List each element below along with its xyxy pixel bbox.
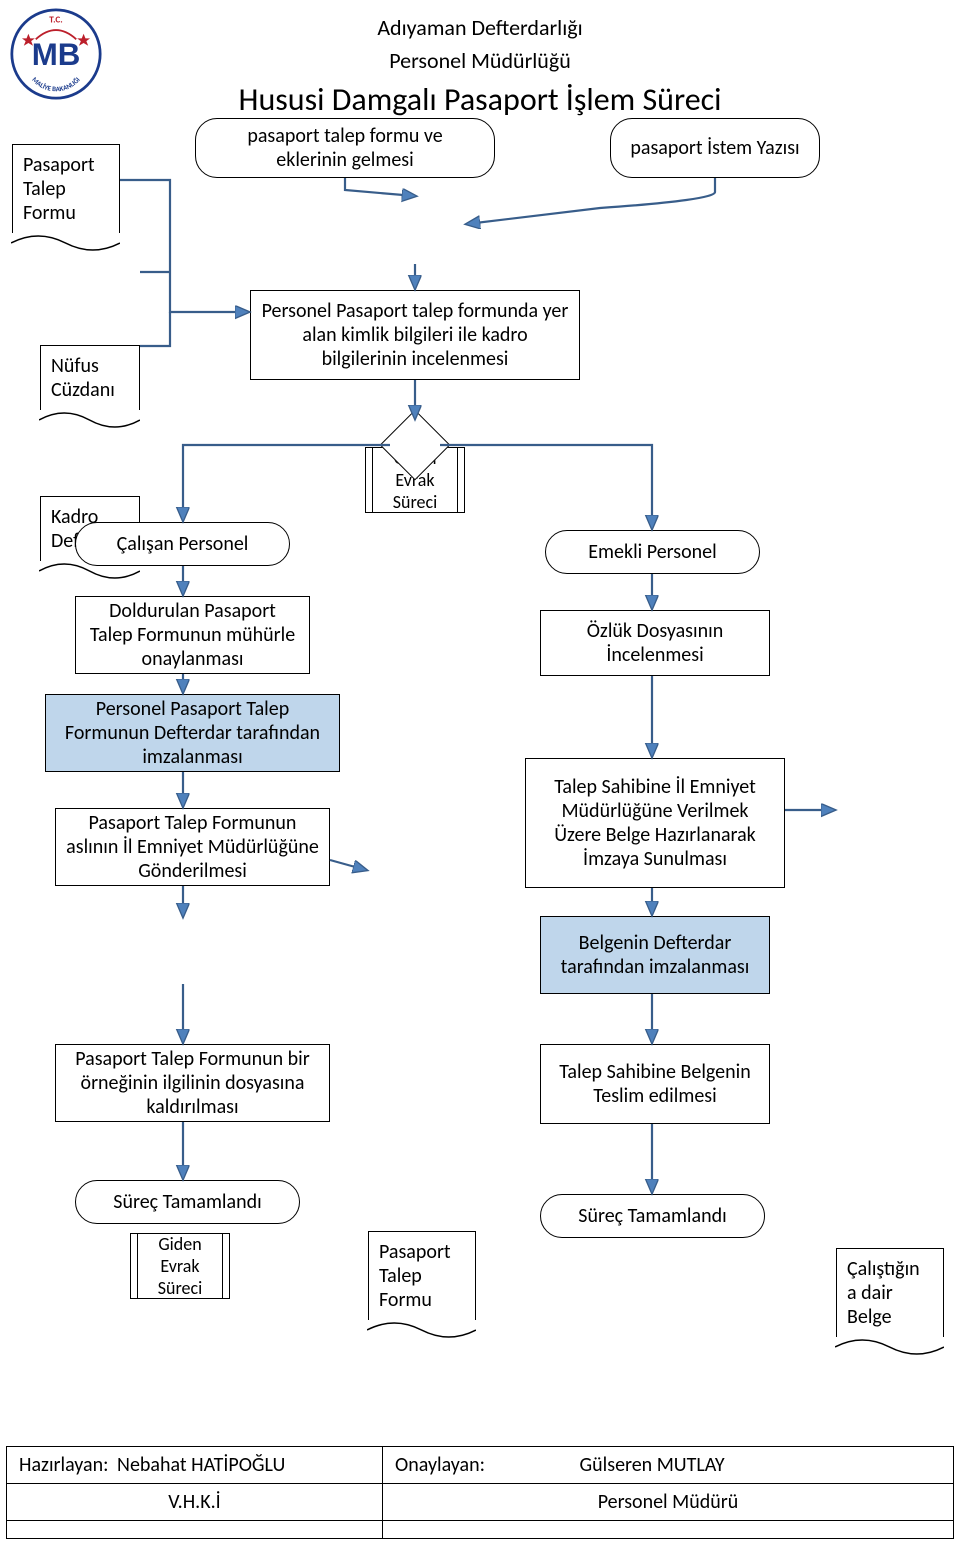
o-label: Onaylayan: — [395, 1453, 485, 1477]
doc-pasaport-talep-2: Pasaport Talep Formu — [368, 1231, 476, 1330]
footer-table: Hazırlayan: Nebahat HATİPOĞLU Onaylayan:… — [6, 1446, 954, 1539]
o-title-cell: Personel Müdürü — [383, 1484, 954, 1521]
o-title: Personel Müdürü — [598, 1490, 739, 1514]
end2: Süreç Tamamlandı — [540, 1194, 765, 1238]
calisan-label: Çalışan Personel — [117, 532, 249, 556]
start-node-1: pasaport talep formu ve eklerinin gelmes… — [195, 118, 495, 178]
l2-label: Personel Pasaport Talep Formunun Defterd… — [56, 697, 329, 769]
r3-label: Belgenin Defterdar tarafından imzalanmas… — [551, 931, 759, 979]
header-line2: Personel Müdürlüğü — [0, 47, 960, 74]
connectors — [0, 0, 960, 1556]
doc4-label: Pasaport Talep Formu — [379, 1240, 451, 1312]
r4-teslim: Talep Sahibine Belgenin Teslim edilmesi — [540, 1044, 770, 1124]
end1: Süreç Tamamlandı — [75, 1180, 300, 1224]
empty2 — [383, 1521, 954, 1539]
h-title-cell: V.H.K.İ — [7, 1484, 383, 1521]
l2-imza: Personel Pasaport Talep Formunun Defterd… — [45, 694, 340, 772]
doc-pasaport-talep: Pasaport Talep Formu — [12, 144, 120, 243]
l4-label: Pasaport Talep Formunun bir örneğinin il… — [66, 1047, 319, 1119]
start-node-2: pasaport İstem Yazısı — [610, 118, 820, 178]
l1-onay: Doldurulan Pasaport Talep Formunun mühür… — [75, 596, 310, 674]
emekli-personel: Emekli Personel — [545, 530, 760, 574]
calisan-personel: Çalışan Personel — [75, 522, 290, 566]
proc-inceleme: Personel Pasaport talep formunda yer ala… — [250, 290, 580, 380]
r1-ozluk: Özlük Dosyasının İncelenmesi — [540, 610, 770, 676]
end1-label: Süreç Tamamlandı — [113, 1190, 261, 1214]
end2-label: Süreç Tamamlandı — [578, 1204, 726, 1228]
h-title: V.H.K.İ — [168, 1490, 220, 1514]
l3-label: Pasaport Talep Formunun aslının İl Emniy… — [66, 811, 319, 883]
l1-label: Doldurulan Pasaport Talep Formunun mühür… — [86, 599, 299, 671]
doc5-label: Çalıştığın a dair Belge — [847, 1257, 920, 1329]
doc-calistigi-belge: Çalıştığın a dair Belge — [836, 1248, 944, 1347]
start2-label: pasaport İstem Yazısı — [630, 136, 799, 160]
header: Adıyaman Defterdarlığı Personel Müdürlüğ… — [0, 14, 960, 119]
h-label: Hazırlayan: — [19, 1453, 109, 1477]
l4-dosya: Pasaport Talep Formunun bir örneğinin il… — [55, 1044, 330, 1122]
h-name: Nebahat HATİPOĞLU — [117, 1453, 285, 1477]
hazirlayan-cell: Hazırlayan: Nebahat HATİPOĞLU — [7, 1447, 383, 1484]
empty1 — [7, 1521, 383, 1539]
emekli-label: Emekli Personel — [588, 540, 716, 564]
onaylayan-cell: Onaylayan: Gülseren MUTLAY — [383, 1447, 954, 1484]
doc2-label: Nüfus Cüzdanı — [51, 354, 115, 402]
doc-nufus: Nüfus Cüzdanı — [40, 345, 140, 420]
sub-giden-evrak: Giden Evrak Süreci — [130, 1233, 230, 1299]
header-title: Hususi Damgalı Pasaport İşlem Süreci — [0, 80, 960, 119]
start1-label: pasaport talep formu ve eklerinin gelmes… — [214, 124, 476, 172]
r2-belge-hazirla: Talep Sahibine İl Emniyet Müdürlüğüne Ve… — [525, 758, 785, 888]
r3-defterdar-imza: Belgenin Defterdar tarafından imzalanmas… — [540, 916, 770, 994]
r1-label: Özlük Dosyasının İncelenmesi — [551, 619, 759, 667]
r4-label: Talep Sahibine Belgenin Teslim edilmesi — [551, 1060, 759, 1108]
o-name: Gülseren MUTLAY — [580, 1453, 725, 1477]
r2-label: Talep Sahibine İl Emniyet Müdürlüğüne Ve… — [536, 775, 774, 871]
sub2-label: Giden Evrak Süreci — [149, 1233, 211, 1299]
l3-gonder: Pasaport Talep Formunun aslının İl Emniy… — [55, 808, 330, 886]
doc1-label: Pasaport Talep Formu — [23, 153, 95, 225]
header-line1: Adıyaman Defterdarlığı — [0, 14, 960, 41]
proc1-label: Personel Pasaport talep formunda yer ala… — [261, 299, 569, 371]
